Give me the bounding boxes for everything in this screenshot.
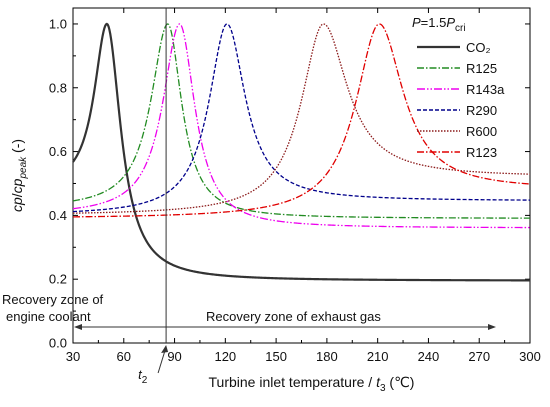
series-layer xyxy=(72,22,531,282)
legend-label: R290 xyxy=(466,103,497,118)
x-tick-label: 90 xyxy=(167,349,181,364)
legend-label: CO₂ xyxy=(466,40,491,55)
t2-pointer-arrowhead xyxy=(161,345,169,353)
t2-label-var: t xyxy=(138,367,143,382)
y-axis-title-a: cp xyxy=(9,197,25,212)
x-tick-label: 30 xyxy=(66,349,80,364)
x-tick-label: 150 xyxy=(265,349,287,364)
x-tick-label: 180 xyxy=(316,349,338,364)
coolant-zone-label-line1: Recovery zone of xyxy=(2,292,104,307)
series-line xyxy=(72,23,530,219)
plot-frame xyxy=(72,7,531,344)
exhaust-zone-label: Recovery zone of exhaust gas xyxy=(206,309,381,324)
legend-label: R600 xyxy=(466,124,497,139)
legend-title: P=1.5Pcri xyxy=(412,15,466,34)
legend-items: CO₂ R125 R143a R290 R600 R123 xyxy=(417,40,505,160)
x-axis-title-sub: 3 xyxy=(380,383,386,394)
y-axis-title-slash: / xyxy=(9,193,25,197)
exhaust-zone-arrowhead xyxy=(488,324,496,330)
y-axis-title-sub: peak xyxy=(18,156,29,180)
x-tick-label: 60 xyxy=(117,349,131,364)
legend-label: R125 xyxy=(466,61,497,76)
ticks-layer: 30 60 90 120 150 180 210 240 270 300 0.0 0.2 0.4 0.6 0… xyxy=(49,8,541,364)
series-line xyxy=(72,23,531,218)
x-axis-title: Turbine inlet temperature / t3 (℃) xyxy=(209,374,415,394)
y-axis-title-c: cp xyxy=(9,178,25,193)
series-line xyxy=(72,23,530,213)
x-axis-title-unit: (℃) xyxy=(386,374,415,390)
series-line xyxy=(72,23,531,214)
x-tick-label: 270 xyxy=(468,349,490,364)
y-tick-label: 0.8 xyxy=(49,80,67,95)
y-tick-label: 0.4 xyxy=(49,208,67,223)
t2-label: t2 xyxy=(138,367,148,386)
y-tick-label: 1.0 xyxy=(49,16,67,31)
t2-label-sub: 2 xyxy=(142,375,148,386)
coolant-zone-label-line2: engine coolant xyxy=(6,309,91,324)
series-line xyxy=(72,22,531,282)
coolant-zone-arrowhead xyxy=(74,324,82,330)
x-axis-title-var: t xyxy=(376,374,381,390)
legend: P=1.5Pcri CO₂ R125 R143a R290 R600 R123 xyxy=(412,15,505,160)
zone-arrows xyxy=(74,324,496,374)
legend-label: R143a xyxy=(466,82,505,97)
legend-label: R123 xyxy=(466,145,497,160)
x-tick-label: 300 xyxy=(519,349,541,364)
x-tick-label: 210 xyxy=(367,349,389,364)
x-axis-title-text: Turbine inlet temperature / xyxy=(209,374,377,390)
x-tick-label: 240 xyxy=(418,349,440,364)
x-tick-label: 120 xyxy=(214,349,236,364)
series-line xyxy=(72,23,530,229)
y-tick-label: 0.6 xyxy=(49,144,67,159)
y-tick-label: 0.0 xyxy=(49,336,67,351)
legend-title-p: P xyxy=(412,15,421,30)
y-axis-title: cp/cppeak (-) xyxy=(9,139,29,212)
legend-title-pcri: P xyxy=(446,15,455,30)
legend-title-sub: cri xyxy=(455,23,466,34)
y-tick-label: 0.2 xyxy=(49,272,67,287)
y-axis-title-unit: (-) xyxy=(9,139,25,157)
legend-title-eq: =1.5 xyxy=(421,15,447,30)
